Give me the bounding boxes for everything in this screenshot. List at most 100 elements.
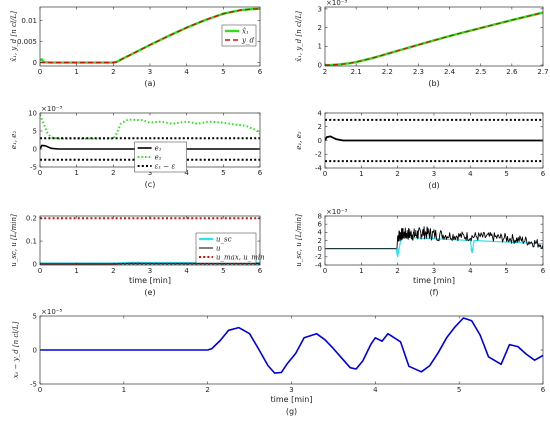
y-tick-label: -2	[315, 253, 322, 261]
panel-caption: (g)	[286, 407, 297, 416]
panel-e: 0 1 2 3 4 5 6 0 0.1 0.2 u_sc, u [L/min] time [min] (…	[10, 214, 265, 297]
x-tick-label: 2.4	[444, 68, 456, 76]
y-tick-label: 5	[33, 127, 37, 135]
y-tick-label: 6	[318, 221, 323, 229]
plot-area	[325, 7, 543, 66]
series-line-f-1	[325, 226, 543, 250]
axes-frame	[324, 6, 544, 67]
y-tick-label: 1	[318, 43, 322, 51]
y-tick-label: 0	[318, 137, 322, 145]
y-tick-label: 0	[33, 260, 37, 268]
y-tick-label: 2	[318, 123, 322, 131]
series-line-d-0	[325, 135, 543, 142]
x-tick-label: 1	[359, 170, 363, 178]
panel-caption: (d)	[428, 181, 439, 190]
x-tick-label: 2	[111, 169, 115, 177]
y-tick-label: -5	[30, 380, 37, 388]
x-tick-label: 4	[468, 170, 473, 178]
x-tick-label: 3	[148, 267, 152, 275]
x-tick-label: 5	[504, 170, 508, 178]
series-group	[325, 118, 543, 163]
series-group	[40, 317, 543, 374]
x-tick-label: 6	[258, 267, 263, 275]
legend-label: ε₁ − ε	[155, 163, 176, 171]
x-tick-label: 2	[111, 267, 115, 275]
y-tick-label: 0	[33, 346, 37, 354]
spike-1	[470, 248, 475, 254]
series-group	[325, 226, 543, 258]
y-axis-label: x₁ − y_d [n cl/L]	[12, 321, 20, 378]
legend-label: y_d	[241, 37, 254, 45]
y-tick-label: 0.1	[26, 237, 37, 245]
y-axis-label: u_sc, u [L/min]	[10, 214, 18, 267]
x-tick-label: 4	[468, 267, 473, 275]
panel-b: 2 2.1 2.2 2.3 2.4 2.5 2.6 2.7 0 1 2 3 ×10⁻³ x̂₁, y_d …	[294, 0, 549, 88]
y-tick-label: 2	[318, 24, 322, 32]
panel-caption: (c)	[145, 180, 156, 189]
x-tick-label: 6	[258, 68, 263, 76]
y-tick-label: -5	[30, 163, 37, 171]
panel-a: 0 1 2 3 4 5 6 0 0.005 0.01x̂₁, y_d [n cl/L] (a) x̂₁…	[9, 6, 263, 88]
legend-label: u_sc	[216, 236, 232, 244]
x-tick-label: 6	[541, 170, 546, 178]
series-line-c-1	[40, 114, 260, 140]
series-group	[325, 11, 543, 66]
x-tick-label: 2	[111, 68, 115, 76]
x-tick-label: 2	[395, 170, 399, 178]
y-tick-label: 0	[33, 145, 37, 153]
x-tick-label: 5	[457, 386, 461, 394]
x-tick-label: 3	[148, 68, 152, 76]
x-tick-label: 0	[38, 386, 42, 394]
x-tick-label: 3	[432, 170, 436, 178]
x-tick-label: 2.5	[475, 68, 486, 76]
x-tick-label: 5	[221, 68, 225, 76]
x-tick-label: 0	[38, 68, 42, 76]
x-tick-label: 2	[205, 386, 209, 394]
x-tick-label: 2.6	[506, 68, 518, 76]
series-line-c-0	[40, 144, 260, 150]
panel-g: 0 1 2 3 4 5 6-505×10⁻⁵x₁ − y_d [n cl/L]time [m…	[12, 308, 546, 416]
y-tick-label: 10	[28, 109, 37, 117]
series-line-a-1	[40, 8, 260, 64]
legend-label: e₂	[155, 154, 162, 162]
x-tick-label: 0	[38, 267, 42, 275]
spike-0	[395, 248, 400, 257]
x-tick-label: 6	[541, 386, 546, 394]
x-axis-label: time [min]	[129, 276, 171, 285]
panel-caption: (f)	[429, 288, 438, 297]
y-tick-label: 2	[318, 237, 322, 245]
x-tick-label: 2.2	[382, 68, 393, 76]
y-tick-label: -4	[315, 164, 323, 172]
y-axis-label: e₁, e₂	[10, 131, 18, 150]
y-tick-label: 0.2	[26, 215, 37, 223]
x-tick-label: 0	[323, 170, 327, 178]
x-tick-label: 4	[184, 68, 189, 76]
x-tick-label: 0	[323, 267, 327, 275]
series-line-g-0	[40, 317, 543, 374]
y-exponent: ×10⁻³	[41, 105, 62, 113]
y-axis-label: x̂₁, y_d [n cl/L]	[9, 11, 18, 62]
x-tick-label: 2	[395, 267, 399, 275]
x-tick-label: 6	[258, 169, 263, 177]
legend-label: e₁	[155, 145, 162, 153]
panel-caption: (e)	[144, 288, 155, 297]
legend-label: u	[216, 245, 221, 253]
legend-label: x̂₁	[242, 27, 249, 36]
x-tick-label: 2.1	[351, 68, 362, 76]
x-tick-label: 4	[184, 169, 189, 177]
panel-d: 0 1 2 3 4 5 6 -4 -2 0 2 4 e₁, e₂ (d)	[295, 109, 546, 190]
series-group	[40, 7, 260, 64]
y-tick-label: 3	[318, 5, 322, 13]
x-tick-label: 1	[122, 386, 126, 394]
y-exponent: ×10⁻³	[326, 208, 347, 216]
panel-caption: (b)	[428, 79, 439, 88]
y-tick-label: 0	[318, 61, 322, 69]
x-tick-label: 5	[221, 267, 225, 275]
x-tick-label: 4	[373, 386, 378, 394]
legend: x̂₁y_d	[221, 24, 257, 47]
plot-area	[325, 216, 543, 265]
y-axis-label: x̂₁, y_d [n cl/L]	[294, 11, 303, 62]
